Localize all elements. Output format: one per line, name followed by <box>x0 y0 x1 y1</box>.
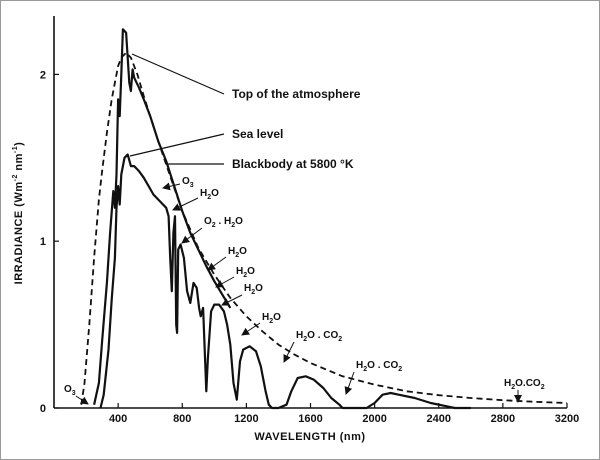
x-tick-label: 2800 <box>491 413 515 425</box>
y-tick-label: 0 <box>40 403 46 415</box>
h2o-co2-arrow-2 <box>344 371 355 395</box>
h2o-arrow-1 <box>172 197 199 211</box>
h2o-co2-label-2: H2O . CO2 <box>356 360 402 373</box>
h2o-arrow-2 <box>207 256 227 271</box>
y-axis-title: IRRADIANCE (Wm-2 nm-1) <box>12 142 25 285</box>
x-axis-title: WAVELENGTH (nm) <box>254 431 365 443</box>
x-tick-label: 400 <box>109 413 127 425</box>
h2o-co2-label-3: H2O.CO2 <box>504 378 545 391</box>
o3-arrow-lower <box>75 395 89 405</box>
o2-h2o-label: O2 . H2O <box>204 216 243 229</box>
x-tick-label: 2000 <box>362 413 386 425</box>
y-tick-label: 1 <box>40 236 46 248</box>
x-tick-label: 3200 <box>555 413 579 425</box>
sea-level-label: Sea level <box>232 127 283 141</box>
x-tick-label: 1600 <box>298 413 322 425</box>
h2o-label-4: H2O <box>244 283 263 296</box>
x-tick-label: 1200 <box>234 413 258 425</box>
o3-label-upper: O3 <box>182 176 194 189</box>
h2o-co2-label-1: H2O . CO2 <box>296 330 342 343</box>
sea-level-curve <box>99 153 471 410</box>
y-tick-label: 2 <box>40 69 46 81</box>
sea-level-pointer <box>129 133 225 157</box>
top-atmosphere-pointer <box>131 53 225 95</box>
x-tick-label: 2400 <box>427 413 451 425</box>
top-atmosphere-label: Top of the atmosphere <box>232 87 361 101</box>
h2o-arrow-3 <box>215 276 235 288</box>
o2-h2o-arrow <box>181 227 203 244</box>
h2o-label-3: H2O <box>236 266 255 279</box>
blackbody-label: Blackbody at 5800 °K <box>232 157 354 171</box>
h2o-label-5: H2O <box>262 312 281 325</box>
o3-arrow-upper <box>162 182 181 191</box>
h2o-label-1: H2O <box>200 188 219 201</box>
blackbody-curve <box>80 51 568 405</box>
o3-label-lower: O3 <box>64 384 76 397</box>
h2o-arrow-5 <box>241 322 261 336</box>
h2o-arrow-4 <box>221 294 243 306</box>
h2o-label-2: H2O <box>228 246 247 259</box>
h2o-co2-arrow-1 <box>283 341 295 363</box>
x-tick-label: 800 <box>173 413 191 425</box>
